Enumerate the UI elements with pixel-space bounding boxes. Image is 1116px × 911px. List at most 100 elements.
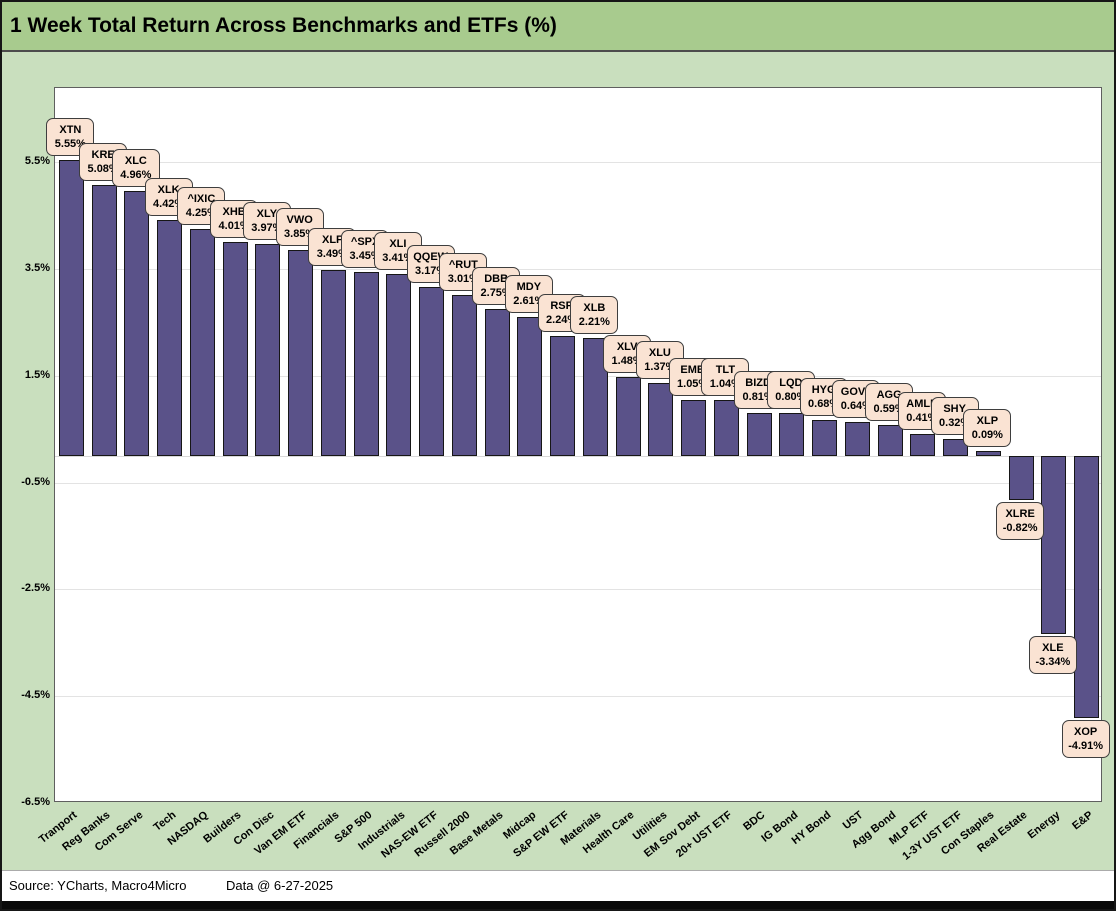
callout-ticker: SHY [943, 402, 966, 415]
callout-ticker: XHB [222, 205, 246, 218]
data-callout-QQEW: QQEW 3.17% [406, 244, 455, 283]
callout-ticker: KRE [91, 148, 115, 161]
gridline [55, 269, 1101, 271]
bar-BIZD [746, 412, 772, 456]
bar-AMLP [910, 434, 936, 456]
bar-XLC [124, 191, 150, 456]
bar-DBB [484, 309, 510, 456]
y-axis-tick-label: 3.5% [24, 262, 50, 275]
callout-value: 0.64% [840, 399, 872, 412]
data-callout-XLY: XLY 3.97% [242, 202, 291, 241]
callout-ticker: ^IXIC [187, 193, 216, 206]
callout-ticker: TLT [715, 364, 736, 377]
callout-ticker: XLP [976, 415, 999, 428]
callout-value: -3.34% [1035, 656, 1071, 669]
bar-LQD [779, 413, 805, 456]
callout-ticker: XOP [1074, 726, 1098, 739]
callout-ticker: VWO [286, 214, 313, 227]
callout-value: 0.68% [808, 397, 840, 410]
callout-value: 0.32% [939, 416, 971, 429]
callout-value: 5.08% [87, 162, 119, 175]
callout-ticker: XLU [648, 346, 671, 359]
callout-value: 0.41% [906, 412, 938, 425]
callout-value: 0.59% [873, 402, 905, 415]
callout-value: 4.01% [218, 219, 250, 232]
callout-value: 3.85% [284, 228, 316, 241]
callout-ticker: ^RUT [448, 259, 478, 272]
bar-^RUT [451, 295, 477, 456]
callout-value: 1.05% [677, 377, 709, 390]
callout-value: 1.37% [644, 360, 676, 373]
bar-MDY [517, 316, 543, 456]
chart-title-bar: 1 Week Total Return Across Benchmarks an… [2, 2, 1114, 52]
bar-SHY [943, 438, 969, 456]
callout-ticker: AMLP [906, 398, 938, 411]
callout-value: 3.49% [316, 247, 348, 260]
data-date-text: Data @ 6-27-2025 [226, 878, 334, 893]
callout-ticker: XLF [321, 233, 343, 246]
callout-ticker: XLV [616, 340, 638, 353]
callout-ticker: EMB [680, 363, 705, 376]
callout-value: 3.01% [447, 273, 479, 286]
callout-value: 2.61% [513, 294, 545, 307]
y-axis-tick-label: -6.5% [21, 796, 50, 808]
bar-QQEW [419, 286, 445, 456]
callout-ticker: BIZD [745, 376, 771, 389]
bar-XOP [1074, 456, 1100, 719]
callout-value: 0.09% [971, 429, 1003, 442]
footer-strip: Source: YCharts, Macro4Micro Data @ 6-27… [2, 870, 1114, 901]
data-callout-XOP: XOP -4.91% [1061, 720, 1110, 759]
bar-XLP [975, 451, 1001, 456]
gridline [55, 589, 1101, 591]
y-axis-tick-label: 5.5% [24, 155, 50, 168]
zero-axis-line [55, 456, 1101, 457]
callout-ticker: XLE [1042, 642, 1064, 655]
bar-^SPX [353, 271, 379, 456]
gridline [55, 696, 1101, 698]
callout-ticker: QQEW [413, 250, 449, 263]
source-text: Source: YCharts, Macro4Micro [9, 878, 187, 893]
data-callout-XLE: XLE -3.34% [1028, 636, 1077, 675]
callout-ticker: AGG [876, 388, 902, 401]
gridline [55, 375, 1101, 377]
callout-ticker: XTN [59, 123, 82, 136]
callout-ticker: XLK [157, 184, 180, 197]
callout-ticker: XLI [389, 237, 407, 250]
callout-ticker: ^SPX [350, 235, 380, 248]
bar-VWO [288, 250, 314, 456]
y-axis-tick-label: -4.5% [21, 689, 50, 702]
data-callout-XLB: XLB 2.21% [570, 296, 619, 335]
bar-XLE [1041, 456, 1067, 635]
callout-ticker: HYG [811, 383, 836, 396]
callout-value: 0.81% [742, 390, 774, 403]
y-axis-tick-label: 1.5% [24, 368, 50, 381]
bar-GOVT [844, 421, 870, 456]
y-axis-tick-label: -0.5% [21, 475, 50, 488]
bar-KRE [91, 184, 117, 456]
bar-XLRE [1008, 456, 1034, 500]
callout-value: 3.45% [349, 249, 381, 262]
y-axis-tick-label: -2.5% [21, 582, 50, 595]
bottom-black-bar [2, 901, 1114, 909]
bar-XLV [615, 376, 641, 456]
gridline [55, 482, 1101, 484]
bar-XLU [648, 382, 674, 456]
callout-ticker: XLB [583, 302, 606, 315]
callout-ticker: XLRE [1005, 507, 1035, 520]
callout-ticker: DBB [484, 273, 509, 286]
data-callout-XLP: XLP 0.09% [963, 409, 1012, 448]
callout-ticker: XLC [124, 155, 147, 168]
callout-value: 3.41% [382, 251, 414, 264]
bar-^IXIC [189, 229, 215, 456]
bar-XHB [222, 241, 248, 456]
bar-AGG [877, 424, 903, 456]
callout-ticker: LQD [779, 377, 803, 390]
callout-value: 3.17% [415, 264, 447, 277]
callout-ticker: RSP [550, 300, 573, 313]
callout-ticker: GOVT [840, 385, 872, 398]
callout-ticker: XLY [256, 208, 278, 221]
callout-value: 4.25% [185, 207, 217, 220]
bar-XLY [255, 244, 281, 456]
bar-XLK [157, 220, 183, 456]
